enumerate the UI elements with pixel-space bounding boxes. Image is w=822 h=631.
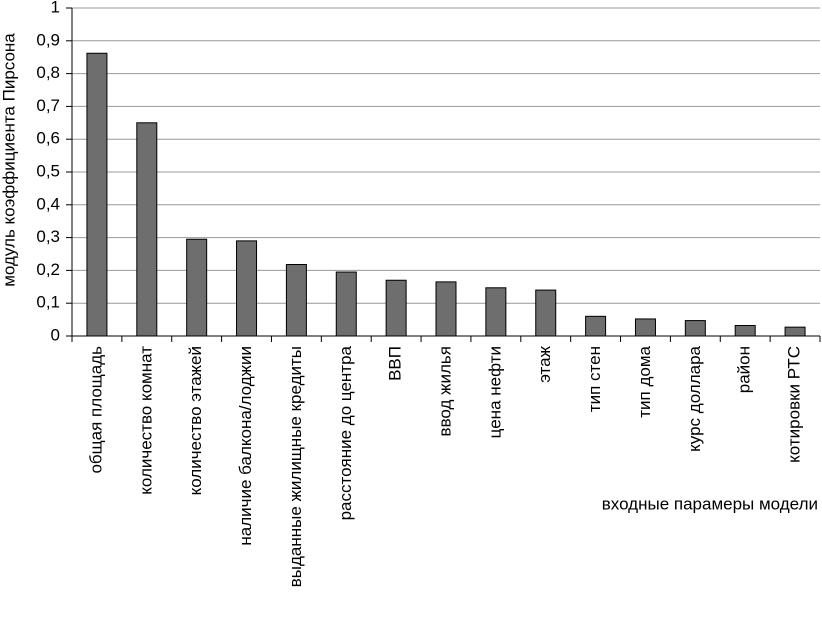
bar — [136, 122, 158, 337]
y-tick-label: 0,8 — [36, 63, 60, 82]
y-tick-label: 1 — [51, 0, 60, 16]
bar — [684, 320, 706, 337]
bar — [86, 52, 108, 337]
bar — [285, 263, 307, 337]
bar — [585, 315, 607, 337]
bar — [734, 325, 756, 337]
bar — [784, 326, 806, 337]
y-axis-title: модуль коэффициента Пирсона — [0, 33, 18, 287]
x-tick-label: котировки РТС — [785, 346, 804, 463]
y-tick-label: 0,2 — [36, 260, 60, 279]
x-tick-label: расстояние до центра — [336, 345, 355, 520]
x-axis-title: входные парамеры модели — [602, 494, 818, 513]
x-tick-label: курс доллара — [685, 345, 704, 451]
bar — [236, 240, 258, 337]
x-tick-label: тип стен — [585, 346, 604, 412]
bar — [186, 238, 208, 337]
bar — [435, 281, 457, 337]
x-tick-label: количество комнат — [136, 346, 155, 495]
y-tick-label: 0,7 — [36, 96, 60, 115]
x-tick-label: ввод жилья — [435, 346, 454, 436]
bar — [485, 287, 507, 337]
x-tick-label: ВВП — [386, 346, 405, 381]
y-tick-label: 0,4 — [36, 194, 60, 213]
x-tick-label: тип дома — [635, 345, 654, 417]
y-tick-label: 0,1 — [36, 293, 60, 312]
x-tick-label: наличие балкона/лоджии — [236, 346, 255, 546]
x-tick-label: цена нефти — [485, 346, 504, 438]
y-tick-label: 0,3 — [36, 227, 60, 246]
x-tick-label: этаж — [535, 345, 554, 382]
y-tick-label: 0,5 — [36, 161, 60, 180]
x-tick-label: количество этажей — [186, 346, 205, 495]
y-tick-label: 0,6 — [36, 129, 60, 148]
x-tick-label: общая площадь — [86, 346, 105, 474]
y-tick-label: 0,9 — [36, 30, 60, 49]
x-tick-label: район — [735, 346, 754, 393]
y-tick-label: 0 — [51, 325, 60, 344]
bar — [385, 279, 407, 337]
bar — [335, 271, 357, 337]
bar — [634, 318, 656, 337]
x-tick-label: выданные жилищные кредиты — [286, 346, 305, 587]
bar — [535, 289, 557, 337]
